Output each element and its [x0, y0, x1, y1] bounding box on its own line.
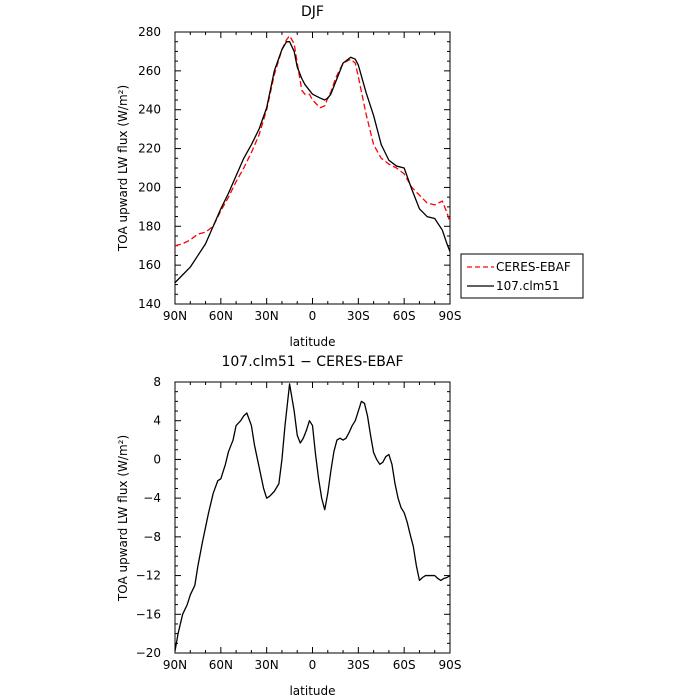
plot-frame [174, 381, 451, 654]
x-tick-label: 30N [255, 309, 279, 323]
x-tick-label: 90S [439, 309, 462, 323]
x-tick-label: 30S [347, 658, 370, 672]
y-tick-label: 4 [153, 414, 161, 428]
series-line-107-clm51 [174, 41, 451, 284]
x-tick-label: 60S [393, 658, 416, 672]
y-tick-label: 8 [153, 375, 161, 389]
x-tick-label: 90S [439, 658, 462, 672]
series-lines [174, 383, 451, 652]
y-tick-label: 280 [138, 25, 161, 39]
y-tick-label: 0 [153, 452, 161, 466]
x-tick-label: 0 [309, 309, 317, 323]
x-tick-label: 90N [163, 309, 187, 323]
y-tick-label: −12 [136, 569, 161, 583]
x-axis-label: latitude [289, 335, 335, 349]
x-tick-label: 30N [255, 658, 279, 672]
x-axis-label: latitude [289, 684, 335, 698]
y-ticks: 140 160 180 200 220 240 260 280 [138, 25, 450, 311]
chart-title: 107.clm51 − CERES-EBAF [221, 354, 403, 370]
series-line-ceres-ebaf [174, 35, 451, 247]
y-tick-label: 240 [138, 103, 161, 117]
y-tick-label: 140 [138, 297, 161, 311]
y-tick-label: 260 [138, 64, 161, 78]
chart-title: DJF [301, 4, 324, 20]
x-ticks: 90N 60N 30N 0 30S 60S 90S [163, 382, 462, 672]
x-tick-label: 60N [209, 309, 233, 323]
x-tick-label: 60S [393, 309, 416, 323]
y-tick-label: −20 [136, 646, 161, 660]
legend-label-ceres: CERES-EBAF [496, 260, 571, 274]
y-tick-label: −4 [143, 491, 161, 505]
legend: CERES-EBAF 107.clm51 [460, 253, 584, 299]
legend-frame [460, 253, 584, 299]
y-tick-label: 160 [138, 258, 161, 272]
x-tick-label: 0 [309, 658, 317, 672]
y-tick-label: 180 [138, 219, 161, 233]
bottom-chart-panel: 107.clm51 − CERES-EBAF latitude TOA upwa… [116, 354, 461, 698]
plot-frame [174, 31, 451, 305]
y-tick-label: −16 [136, 607, 161, 621]
top-chart-panel: DJF latitude TOA upward LW flux (W/m²) 9… [116, 4, 461, 349]
x-tick-label: 30S [347, 309, 370, 323]
x-tick-label: 60N [209, 658, 233, 672]
y-ticks: −20 −16 −12 −8 −4 0 4 8 [136, 375, 450, 660]
series-lines [174, 35, 451, 284]
y-tick-label: −8 [143, 530, 161, 544]
y-axis-label: TOA upward LW flux (W/m²) [116, 435, 130, 602]
series-line-difference [174, 383, 451, 652]
y-tick-label: 220 [138, 142, 161, 156]
y-axis-label: TOA upward LW flux (W/m²) [116, 85, 130, 252]
x-ticks: 90N 60N 30N 0 30S 60S 90S [163, 32, 462, 323]
x-tick-label: 90N [163, 658, 187, 672]
y-tick-label: 200 [138, 180, 161, 194]
legend-label-model: 107.clm51 [496, 279, 560, 293]
